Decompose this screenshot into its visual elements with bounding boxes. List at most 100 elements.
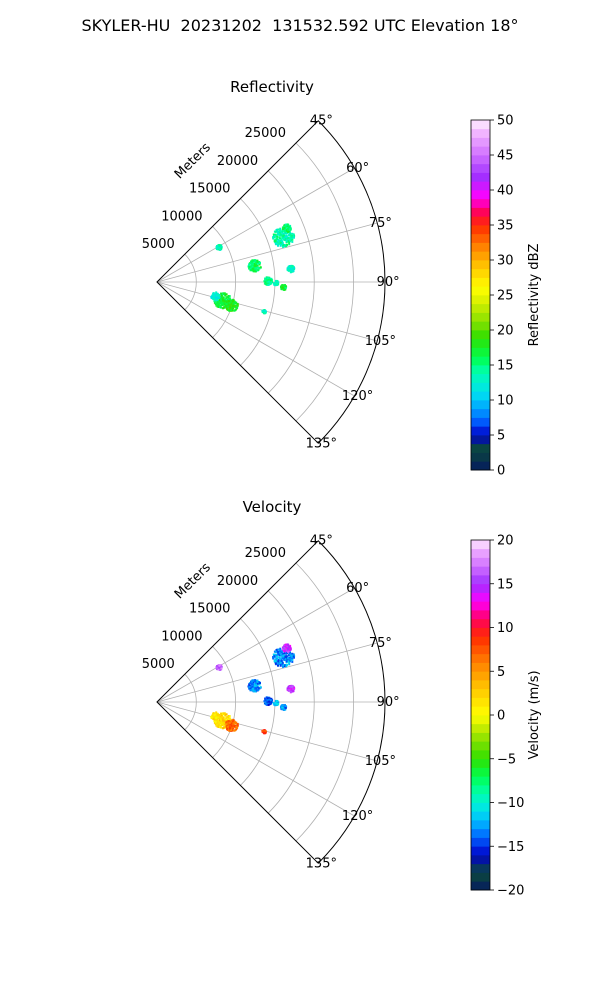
echo-gate <box>288 663 291 666</box>
echo-cluster <box>247 679 262 693</box>
echo-gate <box>291 657 294 659</box>
echo-gate <box>274 702 277 704</box>
colorbar-segment <box>471 785 490 795</box>
echo-gate <box>288 243 291 246</box>
echo-gate <box>233 300 236 303</box>
angular-gridline <box>156 587 355 703</box>
echo-gate <box>288 657 291 660</box>
echo-gate <box>229 306 232 309</box>
colorbar-tick-label: 15 <box>497 359 514 374</box>
echo-gate <box>252 679 255 682</box>
echo-gate <box>282 237 285 240</box>
colorbar-segment <box>471 452 490 462</box>
echo-gate <box>287 228 289 231</box>
echo-gate <box>290 268 293 270</box>
radial-tick-label: 10000 <box>161 629 202 644</box>
echo-gate <box>216 305 219 308</box>
echo-gate <box>270 282 272 285</box>
colorbar-segment <box>471 137 490 147</box>
echo-gate <box>274 650 277 653</box>
colorbar-segment <box>471 715 490 725</box>
echo-gate <box>215 294 218 297</box>
echo-gate <box>287 269 290 272</box>
echo-cluster <box>210 291 221 302</box>
echo-cluster <box>272 227 296 248</box>
echo-gate <box>279 661 282 664</box>
colorbar-segment <box>471 233 490 243</box>
echo-gate <box>227 717 230 719</box>
echo-gate <box>269 699 272 702</box>
echo-gate <box>282 647 285 650</box>
radial-axis-label: Meters <box>172 140 214 182</box>
echo-gate <box>256 262 259 265</box>
colorbar-segment <box>471 163 490 173</box>
echo-gate <box>284 284 286 287</box>
echo-gate <box>227 298 230 301</box>
echo-gate <box>287 237 289 240</box>
echo-gate <box>225 303 228 306</box>
colorbar-segment <box>471 382 490 392</box>
echo-gate <box>249 262 252 265</box>
echo-gate <box>285 231 288 234</box>
colorbar-tick-label: 0 <box>497 464 505 479</box>
echo-gate <box>284 223 287 226</box>
echo-gate <box>287 234 290 237</box>
echo-gate <box>222 719 225 722</box>
echo-gate <box>267 283 270 286</box>
colorbar-segment <box>471 286 490 296</box>
colorbar-segment <box>471 811 490 821</box>
colorbar-segment <box>471 592 490 602</box>
echo-gate <box>226 300 229 303</box>
echo-gate <box>275 649 278 651</box>
echo-gate <box>272 282 275 285</box>
echo-gate <box>282 665 284 668</box>
echo-gate <box>252 259 255 262</box>
echo-gate <box>253 680 256 683</box>
echo-gate <box>288 651 291 654</box>
echo-gate <box>284 655 286 658</box>
echo-gate <box>251 266 254 268</box>
echo-gate <box>276 655 279 658</box>
echo-gate <box>214 716 217 719</box>
echo-gate <box>230 302 233 305</box>
colorbar-segment <box>471 662 490 672</box>
echo-gate <box>289 648 292 651</box>
echo-gate <box>256 266 259 269</box>
angle-tick-label: 120° <box>342 809 373 824</box>
echo-gate <box>274 653 277 656</box>
echo-gate <box>249 268 252 271</box>
chart-title: Velocity <box>243 498 302 516</box>
echo-gate <box>285 227 288 229</box>
colorbar-tick-label: 5 <box>497 429 505 444</box>
echo-gate <box>217 722 220 725</box>
colorbar-tick-label: 25 <box>497 289 514 304</box>
echo-gate <box>285 236 288 239</box>
echo-gate <box>215 711 218 714</box>
echo-gate <box>265 278 268 281</box>
echo-gate <box>283 652 286 655</box>
colorbar-segment <box>471 723 490 733</box>
echo-gate <box>226 307 229 310</box>
echo-gate <box>277 231 280 234</box>
echo-gate <box>226 727 229 730</box>
chart-panel-0: Reflectivity 45° 60° 75° 90° 105° 120° 135° 5000… <box>142 78 542 479</box>
angular-gridline <box>156 167 355 283</box>
echo-gate <box>274 242 277 245</box>
echo-gate <box>249 687 252 690</box>
echo-gate <box>278 234 281 237</box>
echo-gate <box>218 246 220 249</box>
echo-gate <box>229 299 232 302</box>
radial-tick-label: 5000 <box>142 657 175 672</box>
echo-gate <box>215 299 218 302</box>
colorbar-tick-label: 30 <box>497 254 514 269</box>
echo-gate <box>252 266 255 268</box>
echo-gate <box>286 223 289 226</box>
colorbar-segment <box>471 338 490 348</box>
echo-gate <box>285 240 288 243</box>
echo-gate <box>261 729 264 732</box>
echo-gate <box>214 721 217 724</box>
echo-gate <box>215 667 218 670</box>
colorbar-segment <box>471 776 490 786</box>
echo-gate <box>254 269 257 272</box>
echo-gate <box>254 682 257 685</box>
